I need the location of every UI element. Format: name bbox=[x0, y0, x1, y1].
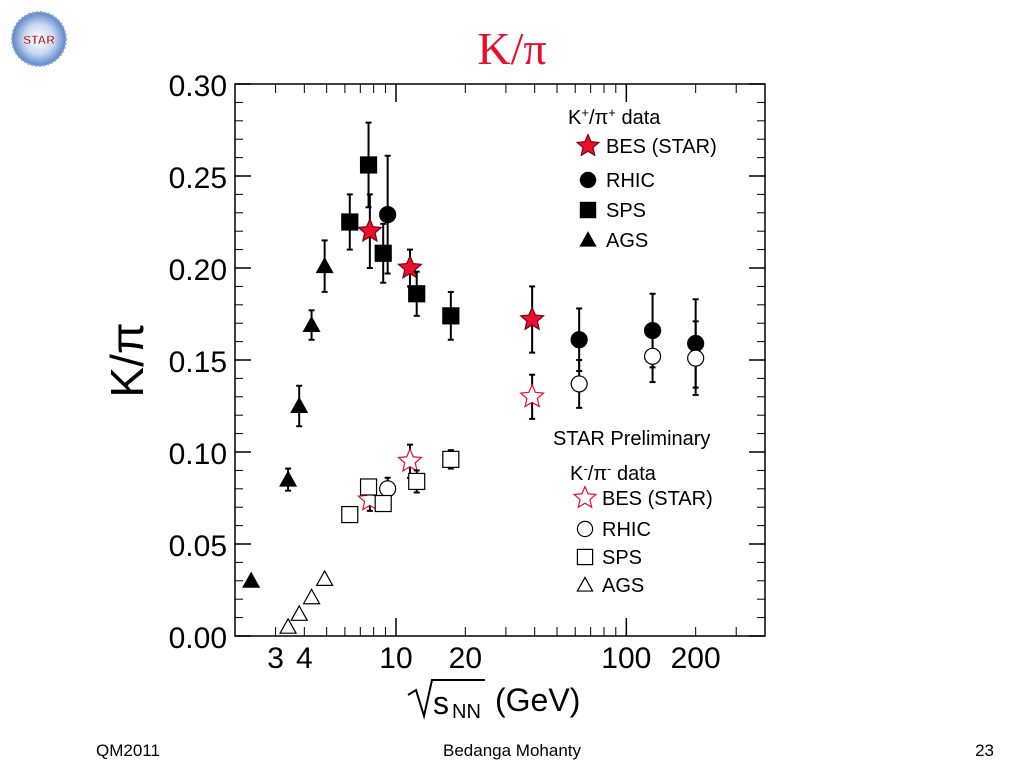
x-tick-label: 4 bbox=[296, 642, 313, 675]
filled-star-point bbox=[356, 217, 383, 243]
footer-author: Bedanga Mohanty bbox=[443, 741, 581, 760]
legend-marker-square bbox=[579, 201, 597, 219]
legend-marker-circle bbox=[576, 520, 594, 538]
y-tick-label: 0.30 bbox=[169, 70, 227, 103]
open-circle-point bbox=[643, 347, 662, 365]
legend-label: AGS bbox=[606, 230, 648, 252]
slide-title: K/π bbox=[477, 23, 547, 74]
legend-marker-square bbox=[576, 548, 594, 566]
filled-triangle-point bbox=[279, 470, 298, 487]
x-tick-label: 100 bbox=[601, 642, 651, 675]
open-square-point bbox=[374, 494, 392, 513]
open-square-point bbox=[442, 450, 460, 468]
legend-title: K-/π- data bbox=[570, 461, 657, 486]
open-square-point bbox=[359, 478, 378, 496]
x-tick-label: 10 bbox=[379, 642, 412, 675]
star-logo: STAR bbox=[8, 8, 70, 70]
x-axis-label-subscript: NN bbox=[452, 701, 481, 723]
legend-marker-triangle bbox=[579, 231, 597, 247]
footer-conference: QM2011 bbox=[96, 741, 160, 760]
filled-triangle-point bbox=[290, 396, 309, 413]
x-tick-label: 200 bbox=[671, 642, 721, 675]
open-star-point bbox=[519, 383, 545, 408]
filled-star-point bbox=[519, 305, 545, 331]
legend-label: RHIC bbox=[606, 170, 655, 192]
filled-square-point bbox=[341, 213, 359, 231]
legend-label: SPS bbox=[602, 547, 642, 569]
open-circle-point bbox=[687, 349, 705, 367]
filled-square-point bbox=[374, 244, 392, 262]
filled-triangle-point bbox=[315, 256, 334, 274]
legend-label: BES (STAR) bbox=[606, 136, 717, 158]
open-triangle-point bbox=[290, 604, 309, 621]
filled-circle-point bbox=[379, 206, 397, 224]
y-tick-label: 0.15 bbox=[169, 346, 227, 379]
open-circle-point bbox=[379, 480, 397, 498]
x-axis-label-unit: (GeV) bbox=[495, 682, 580, 718]
legend-title: K+/π+ data bbox=[568, 105, 661, 130]
x-tick-label: 3 bbox=[267, 642, 284, 675]
legend-marker-triangle bbox=[576, 576, 594, 592]
sqrt-symbol bbox=[407, 679, 485, 720]
legend-label: AGS bbox=[602, 575, 644, 597]
legend-label: RHIC bbox=[602, 519, 651, 541]
y-tick-label: 0.05 bbox=[169, 530, 227, 563]
filled-square-point bbox=[359, 156, 378, 174]
open-circle-point bbox=[570, 375, 588, 393]
open-triangle-point bbox=[315, 569, 334, 586]
filled-triangle-point bbox=[302, 315, 321, 333]
open-triangle-point bbox=[302, 588, 321, 605]
legend-label: SPS bbox=[606, 200, 646, 222]
open-triangle-point bbox=[279, 617, 298, 634]
y-axis-label: K/π bbox=[101, 322, 153, 397]
y-tick-label: 0.25 bbox=[169, 162, 227, 195]
filled-square-point bbox=[408, 285, 426, 303]
open-square-point bbox=[408, 472, 426, 491]
star-preliminary-annotation: STAR Preliminary bbox=[553, 428, 710, 450]
filled-circle-point bbox=[570, 331, 588, 349]
x-axis-label-s: s bbox=[433, 685, 449, 721]
footer-page-number: 23 bbox=[975, 741, 994, 760]
legend-label: BES (STAR) bbox=[602, 488, 713, 510]
y-tick-label: 0.20 bbox=[169, 254, 227, 287]
open-star-point bbox=[397, 447, 423, 473]
legend-marker-star bbox=[572, 485, 598, 509]
y-tick-label: 0.00 bbox=[169, 622, 227, 655]
y-tick-label: 0.10 bbox=[169, 438, 227, 471]
open-square-point bbox=[341, 505, 359, 524]
filled-square-point bbox=[442, 307, 460, 325]
legend-marker-star bbox=[575, 133, 601, 157]
filled-triangle-point bbox=[242, 571, 261, 588]
legend-marker-circle bbox=[579, 171, 597, 189]
x-tick-label: 20 bbox=[449, 642, 482, 675]
logo-text: STAR bbox=[23, 33, 55, 47]
plot-frame bbox=[234, 83, 766, 637]
